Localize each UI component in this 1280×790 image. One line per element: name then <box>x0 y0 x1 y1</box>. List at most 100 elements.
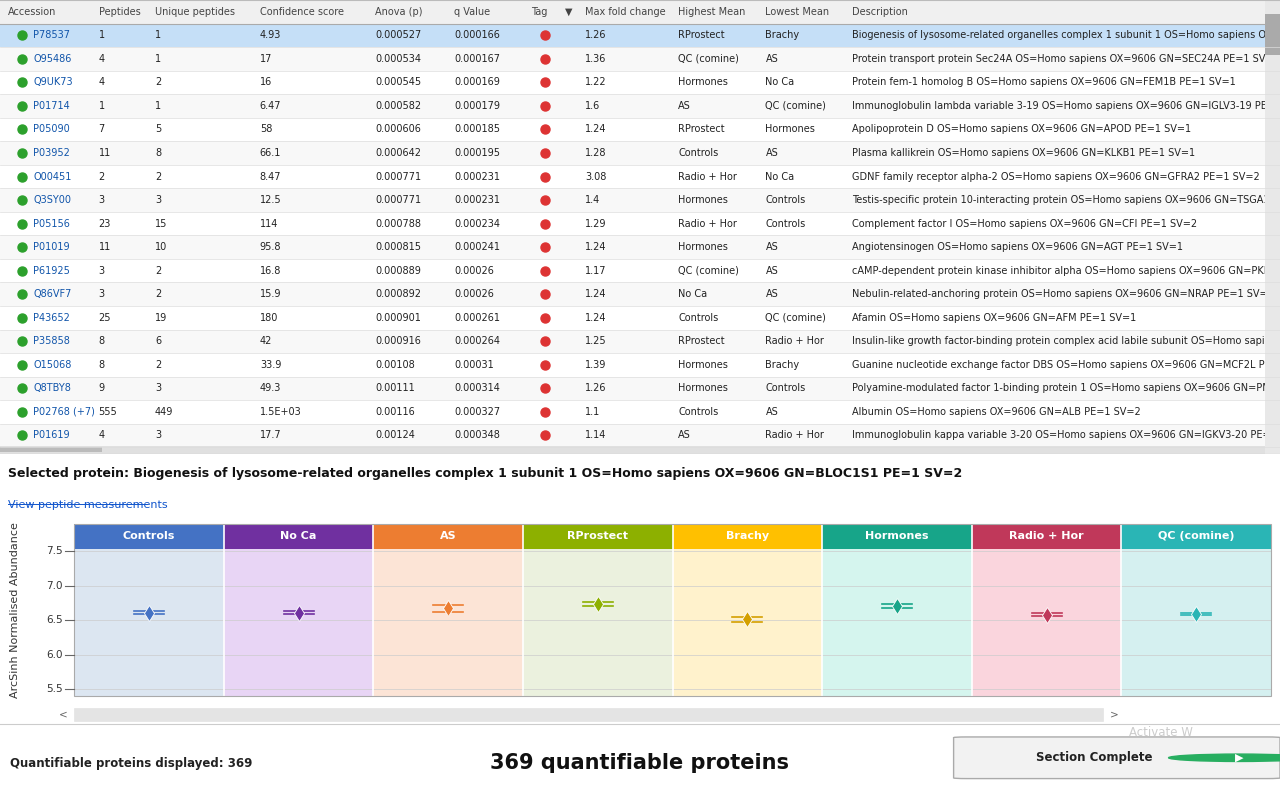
Bar <box>0 283 1280 306</box>
Point <box>874 600 890 609</box>
Text: View peptide measurements: View peptide measurements <box>8 500 168 510</box>
Text: 0.000582: 0.000582 <box>375 101 421 111</box>
Text: 3: 3 <box>155 195 161 205</box>
Point <box>456 608 471 617</box>
Text: Accession: Accession <box>8 7 56 17</box>
Point <box>1024 611 1039 621</box>
Text: Plasma kallikrein OS=Homo sapiens OX=9606 GN=KLKB1 PE=1 SV=1: Plasma kallikrein OS=Homo sapiens OX=960… <box>852 148 1196 158</box>
Bar <box>0 329 1280 353</box>
Text: AS: AS <box>765 242 778 252</box>
Text: 1.26: 1.26 <box>585 30 607 40</box>
Text: 0.000771: 0.000771 <box>375 171 421 182</box>
Point <box>67 581 82 590</box>
Point <box>440 600 456 610</box>
Text: Radio + Hor: Radio + Hor <box>765 431 824 440</box>
Text: 114: 114 <box>260 219 278 228</box>
Text: 0.000901: 0.000901 <box>375 313 421 323</box>
Bar <box>0 94 1280 118</box>
Text: Lowest Mean: Lowest Mean <box>765 7 829 17</box>
Text: Controls: Controls <box>678 313 718 323</box>
Bar <box>524 524 673 696</box>
Text: 1.22: 1.22 <box>585 77 607 88</box>
Text: 3: 3 <box>99 289 105 299</box>
Text: q Value: q Value <box>454 7 490 17</box>
Point <box>58 650 73 660</box>
Text: 0.00111: 0.00111 <box>375 383 415 393</box>
Bar <box>0 0 1280 24</box>
Text: 1.6: 1.6 <box>585 101 600 111</box>
Point <box>724 617 740 626</box>
Text: AS: AS <box>765 54 778 64</box>
Circle shape <box>1169 754 1280 762</box>
Text: 6.5: 6.5 <box>46 615 63 625</box>
Text: Immunoglobulin lambda variable 3-19 OS=Homo sapiens OX=9606 GN=IGLV3-19 PE=1 SV=: Immunoglobulin lambda variable 3-19 OS=H… <box>852 101 1280 111</box>
Text: 66.1: 66.1 <box>260 148 282 158</box>
Text: 19: 19 <box>155 313 168 323</box>
Text: 1.26: 1.26 <box>585 383 607 393</box>
Text: AS: AS <box>678 431 691 440</box>
Point <box>67 547 82 556</box>
Text: 0.000231: 0.000231 <box>454 171 500 182</box>
Bar <box>1265 0 1280 454</box>
Text: 8: 8 <box>155 148 161 158</box>
Text: 0.000264: 0.000264 <box>454 337 500 346</box>
Text: 0.000916: 0.000916 <box>375 337 421 346</box>
Text: 11: 11 <box>99 148 111 158</box>
Text: QC (comine): QC (comine) <box>1158 531 1234 541</box>
Text: 10: 10 <box>155 242 168 252</box>
Bar <box>1121 524 1271 548</box>
Text: P01714: P01714 <box>33 101 70 111</box>
Text: Controls: Controls <box>765 219 805 228</box>
Point <box>306 607 321 616</box>
Text: 1: 1 <box>155 101 161 111</box>
Text: 0.000327: 0.000327 <box>454 407 500 417</box>
Text: Protein transport protein Sec24A OS=Homo sapiens OX=9606 GN=SEC24A PE=1 SV=2: Protein transport protein Sec24A OS=Homo… <box>852 54 1280 64</box>
Bar <box>0 235 1280 259</box>
Bar <box>224 524 374 696</box>
Text: 16: 16 <box>260 77 273 88</box>
Text: 6.0: 6.0 <box>46 649 63 660</box>
Text: No Ca: No Ca <box>280 531 317 541</box>
Text: QC (comine): QC (comine) <box>678 265 740 276</box>
Bar <box>374 524 524 696</box>
Text: 0.000261: 0.000261 <box>454 313 500 323</box>
Bar <box>0 447 102 452</box>
Text: P05156: P05156 <box>33 219 70 228</box>
Text: 0.000241: 0.000241 <box>454 242 500 252</box>
Text: 4: 4 <box>99 54 105 64</box>
Point <box>1203 610 1219 619</box>
Text: AS: AS <box>765 265 778 276</box>
Text: No Ca: No Ca <box>678 289 708 299</box>
Text: RProstect: RProstect <box>567 531 628 541</box>
Point <box>440 608 456 617</box>
Text: 0.000527: 0.000527 <box>375 30 421 40</box>
Text: 0.000788: 0.000788 <box>375 219 421 228</box>
Point <box>755 617 771 626</box>
Text: Hormones: Hormones <box>678 242 728 252</box>
Bar <box>822 524 972 696</box>
Text: 4.93: 4.93 <box>260 30 282 40</box>
Bar <box>0 47 1280 70</box>
Text: Highest Mean: Highest Mean <box>678 7 746 17</box>
Point <box>67 650 82 660</box>
Text: ▼: ▼ <box>564 7 572 17</box>
Text: Activate W: Activate W <box>1129 725 1193 739</box>
Text: 1: 1 <box>99 30 105 40</box>
Bar <box>0 141 1280 165</box>
Text: 0.00124: 0.00124 <box>375 431 415 440</box>
Text: Protein fem-1 homolog B OS=Homo sapiens OX=9606 GN=FEM1B PE=1 SV=1: Protein fem-1 homolog B OS=Homo sapiens … <box>852 77 1236 88</box>
Text: P43652: P43652 <box>33 313 70 323</box>
Bar <box>972 524 1121 696</box>
Text: 3: 3 <box>99 265 105 276</box>
Point <box>1189 610 1204 619</box>
Text: O15068: O15068 <box>33 359 72 370</box>
Text: 9: 9 <box>99 383 105 393</box>
Text: O00451: O00451 <box>33 171 72 182</box>
Text: 33.9: 33.9 <box>260 359 282 370</box>
Text: 2: 2 <box>155 289 161 299</box>
Text: Hormones: Hormones <box>678 383 728 393</box>
Bar <box>0 118 1280 141</box>
Text: 1.24: 1.24 <box>585 242 607 252</box>
Text: Quantifiable proteins displayed: 369: Quantifiable proteins displayed: 369 <box>10 757 252 769</box>
Text: Confidence score: Confidence score <box>260 7 344 17</box>
